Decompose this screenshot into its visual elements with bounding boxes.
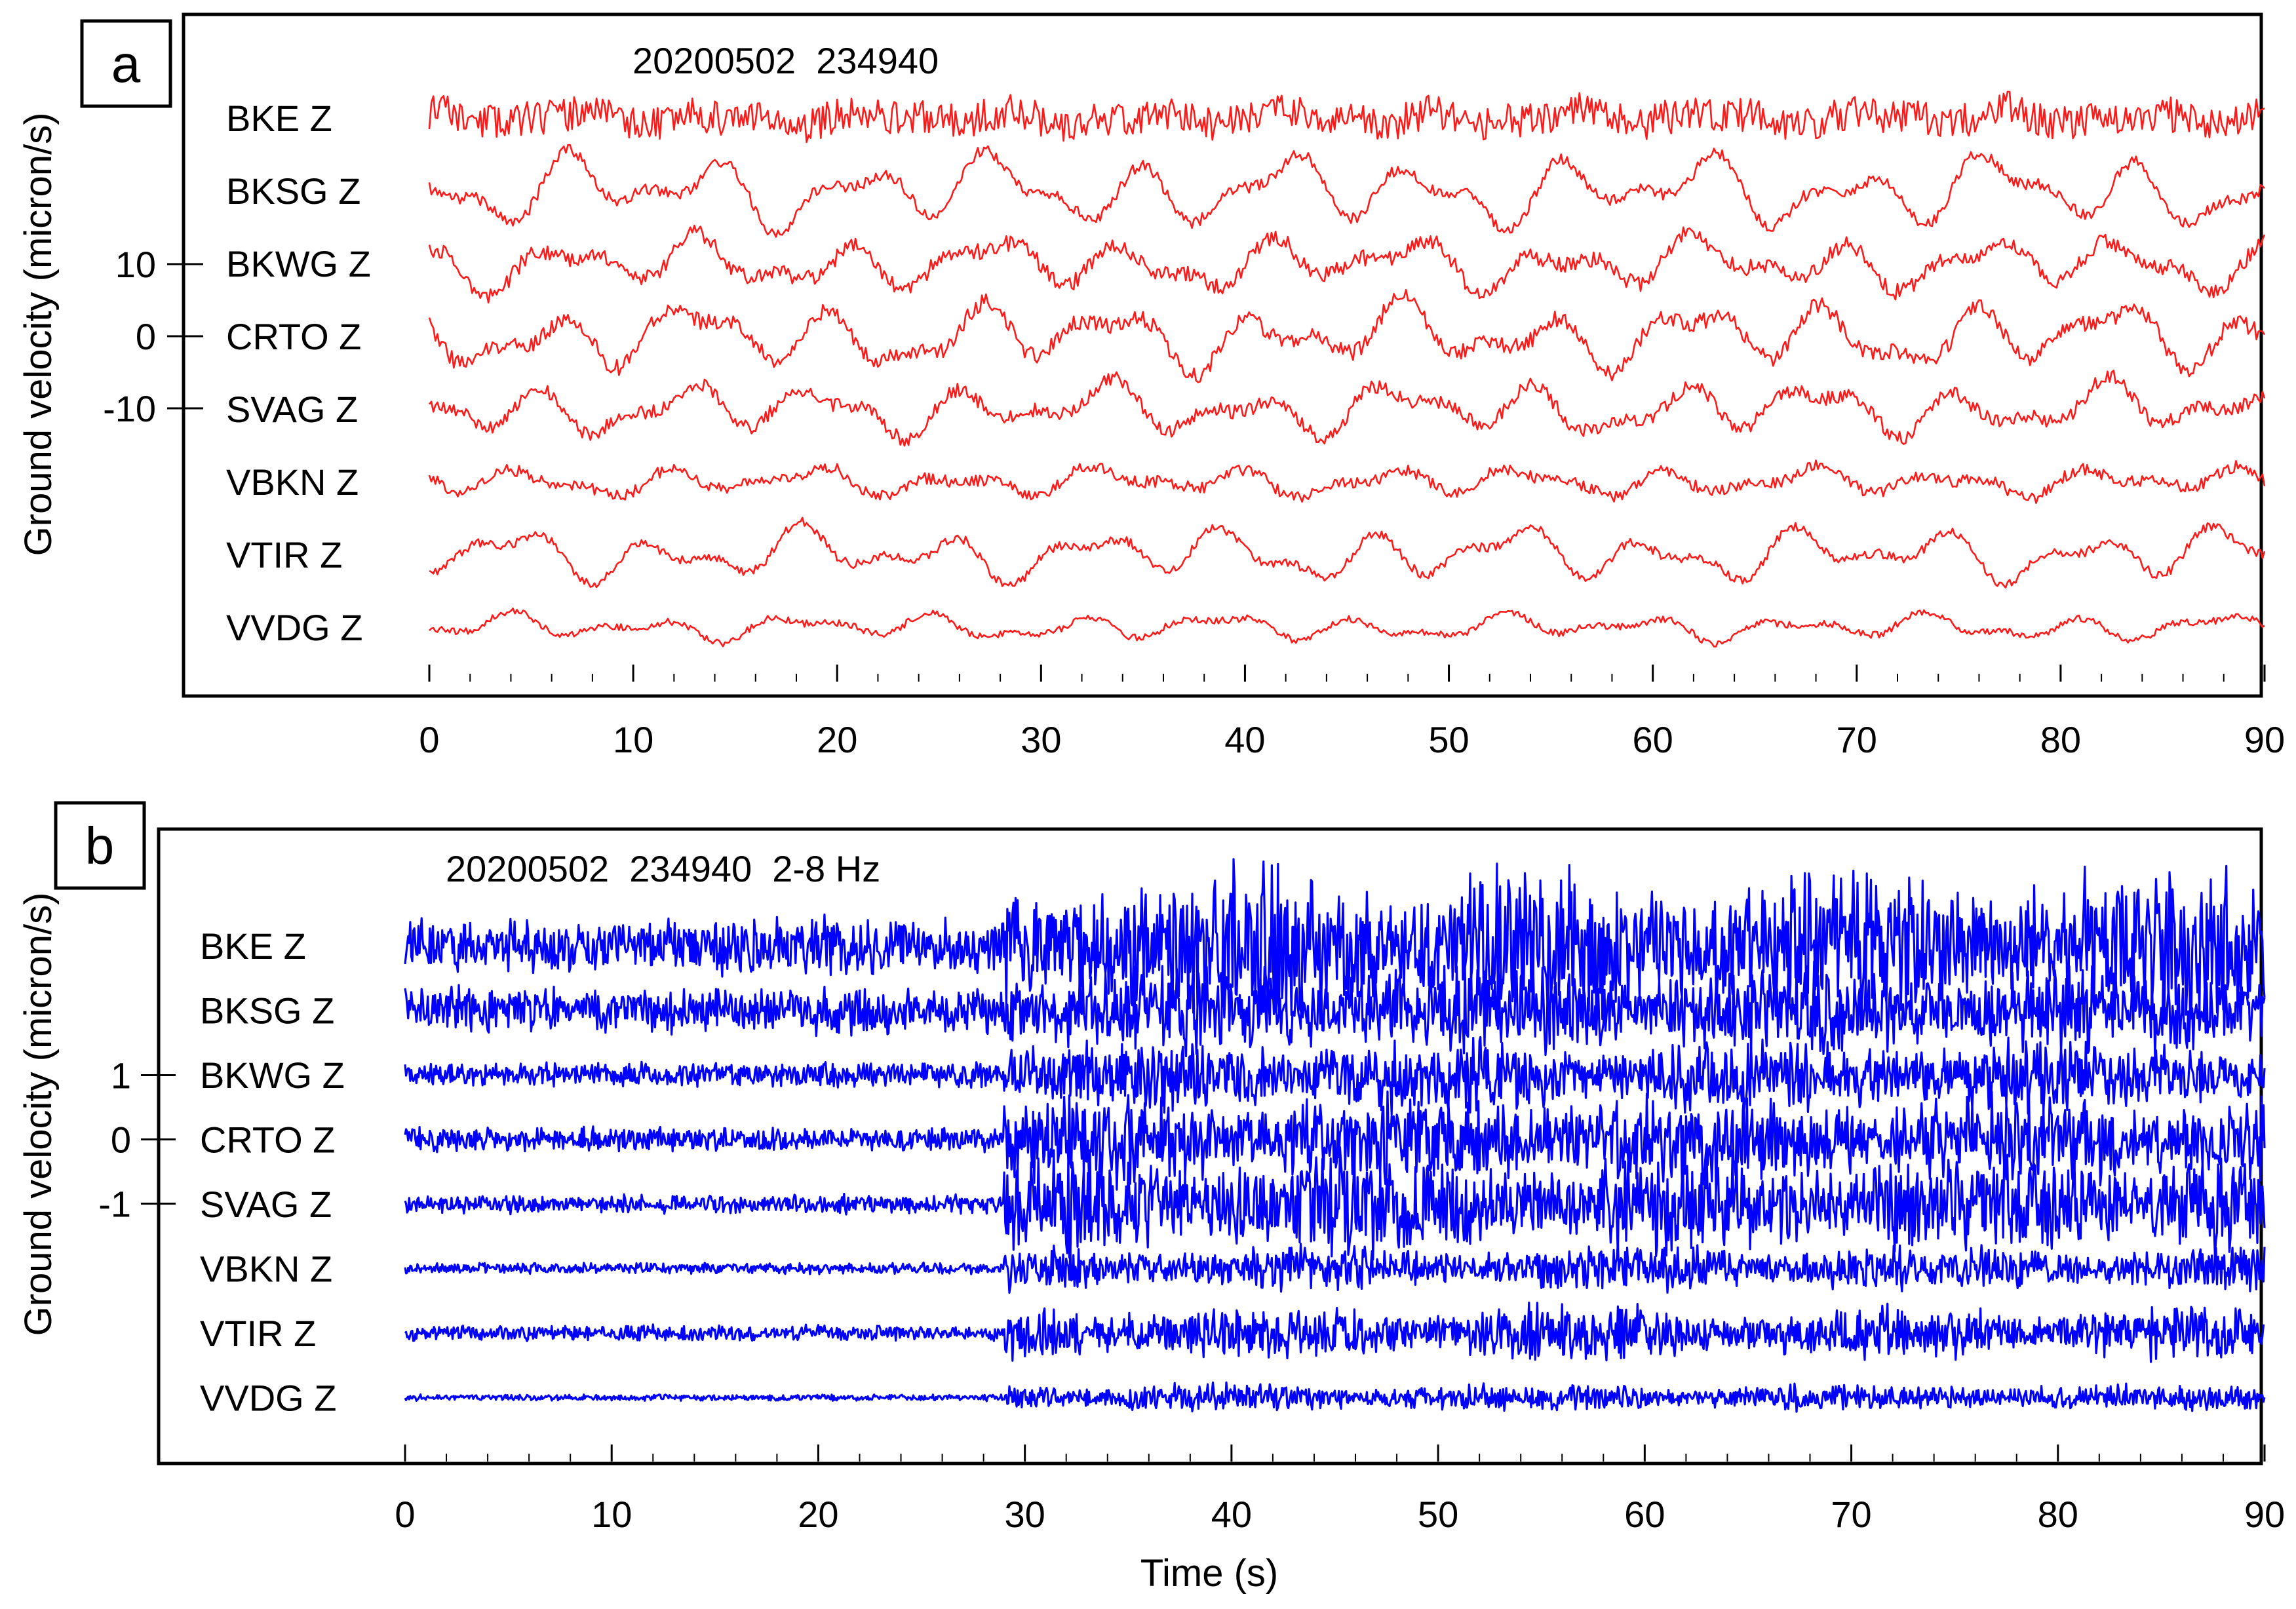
station-label: SVAG Z — [200, 1184, 332, 1225]
trace-bkwg — [404, 1036, 2266, 1115]
y-scale-label: -1 — [98, 1184, 131, 1225]
trace-crto — [428, 288, 2266, 383]
panel-a-frame — [182, 12, 2263, 698]
panel-b-ylabel: Ground velocity (micron/s) — [17, 893, 60, 1336]
x-tick-label: 80 — [2040, 719, 2081, 760]
x-tick-label: 30 — [1005, 1494, 1045, 1535]
trace-crto — [404, 1090, 2266, 1193]
station-label: BKSG Z — [200, 990, 334, 1032]
panel-a-y-scale: 10 0 -10 — [103, 244, 203, 429]
panel-a-traces — [428, 90, 2266, 648]
panel-a-label-box — [80, 19, 172, 108]
trace-svag — [428, 369, 2266, 447]
x-tick-label: 0 — [395, 1494, 415, 1535]
station-label: SVAG Z — [226, 389, 358, 430]
panel-b-label: b — [85, 817, 115, 875]
trace-svag — [404, 1146, 2266, 1261]
trace-vvdg — [429, 608, 2265, 648]
trace-bkwg — [428, 224, 2266, 304]
panel-b-traces — [404, 858, 2266, 1413]
panel-a-x-axis: 0 10 20 30 40 50 60 70 80 90 — [419, 665, 2285, 760]
x-tick-label: 60 — [1633, 719, 1673, 760]
trace-bksg — [428, 144, 2265, 238]
panel-b-title: 20200502 234940 2-8 Hz — [446, 848, 880, 889]
y-scale-label: -10 — [103, 388, 156, 429]
trace-bksg — [404, 960, 2266, 1060]
station-label: BKE Z — [200, 925, 306, 967]
x-tick-label: 30 — [1021, 719, 1061, 760]
trace-vbkn — [404, 1242, 2266, 1294]
station-label: VBKN Z — [200, 1249, 332, 1290]
y-scale-label: 1 — [111, 1055, 131, 1096]
panel-a-ylabel: Ground velocity (micron/s) — [17, 113, 60, 556]
x-tick-label: 40 — [1224, 719, 1265, 760]
station-label: CRTO Z — [226, 316, 361, 357]
x-tick-label: 10 — [591, 1494, 632, 1535]
station-label: VTIR Z — [200, 1313, 316, 1354]
panel-a-title: 20200502 234940 — [632, 40, 939, 81]
trace-bke — [404, 858, 2266, 1030]
station-label: BKWG Z — [200, 1055, 345, 1096]
trace-vbkn — [428, 459, 2266, 504]
trace-vvdg — [404, 1381, 2266, 1413]
panel-b-x-axis: 0 10 20 30 40 50 60 70 80 90 — [395, 1444, 2285, 1535]
station-label: VBKN Z — [226, 461, 359, 503]
x-tick-label: 50 — [1418, 1494, 1458, 1535]
y-scale-label: 0 — [111, 1119, 131, 1161]
panel-a: a 20200502 234940 Ground velocity (micro… — [17, 12, 2285, 760]
x-tick-label: 20 — [798, 1494, 838, 1535]
panel-a-label: a — [111, 35, 141, 93]
panel-b-label-box — [54, 801, 146, 890]
trace-vtir — [429, 516, 2266, 589]
panel-b: b 20200502 234940 2-8 Hz Ground velocity… — [17, 801, 2285, 1595]
panel-a-station-labels: BKE Z BKSG Z BKWG Z CRTO Z SVAG Z VBKN Z VTIR … — [226, 98, 371, 648]
x-tick-label: 90 — [2244, 719, 2285, 760]
trace-vtir — [404, 1302, 2265, 1363]
x-tick-label: 90 — [2244, 1494, 2285, 1535]
panel-b-xlabel: Time (s) — [1140, 1552, 1278, 1595]
y-scale-label: 0 — [136, 316, 156, 357]
x-tick-label: 40 — [1211, 1494, 1252, 1535]
panel-b-station-labels: BKE Z BKSG Z BKWG Z CRTO Z SVAG Z VBKN Z VTIR … — [200, 925, 345, 1418]
trace-bke — [428, 90, 2265, 144]
panel-b-y-scale: 1 0 -1 — [98, 1055, 176, 1225]
x-tick-label: 70 — [1837, 719, 1877, 760]
station-label: VVDG Z — [200, 1378, 336, 1419]
x-tick-label: 0 — [419, 719, 439, 760]
x-tick-label: 70 — [1831, 1494, 1871, 1535]
station-label: VVDG Z — [226, 607, 362, 648]
station-label: BKE Z — [226, 98, 332, 139]
station-label: VTIR Z — [226, 534, 342, 575]
x-tick-label: 50 — [1428, 719, 1469, 760]
y-scale-label: 10 — [115, 244, 156, 285]
x-tick-label: 80 — [2038, 1494, 2078, 1535]
station-label: BKSG Z — [226, 170, 360, 212]
station-label: BKWG Z — [226, 243, 371, 284]
station-label: CRTO Z — [200, 1119, 335, 1161]
x-tick-label: 60 — [1624, 1494, 1665, 1535]
x-tick-label: 20 — [817, 719, 857, 760]
x-tick-label: 10 — [613, 719, 653, 760]
